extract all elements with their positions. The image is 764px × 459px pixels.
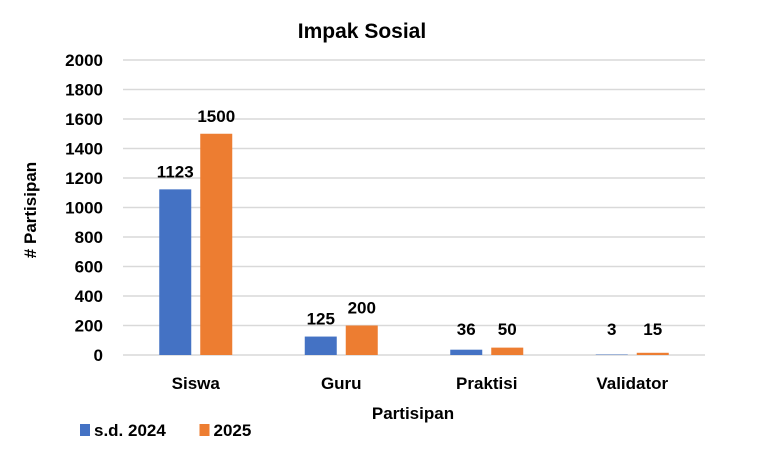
x-tick-label: Validator	[596, 374, 668, 393]
bar-guru-1	[345, 325, 378, 355]
x-tick-label: Siswa	[172, 374, 221, 393]
legend: s.d. 2024 2025	[80, 421, 251, 440]
legend-label: s.d. 2024	[94, 421, 166, 440]
data-label: 125	[307, 310, 335, 329]
y-axis-title: # Partisipan	[21, 162, 40, 258]
bar-siswa-1	[200, 133, 233, 355]
bar-guru-0	[304, 336, 337, 355]
data-label: 200	[348, 299, 376, 318]
y-tick-label: 2000	[65, 51, 103, 70]
bar-siswa-0	[159, 189, 192, 355]
legend-swatch	[199, 424, 210, 436]
bar-praktisi-1	[491, 347, 524, 355]
data-label: 1500	[197, 107, 235, 126]
data-label: 15	[643, 320, 662, 339]
bar-validator-1	[636, 352, 669, 355]
y-tick-label: 800	[75, 228, 103, 247]
chart-title: Impak Sosial	[298, 20, 426, 43]
data-label: 3	[607, 320, 616, 339]
y-tick-label: 600	[75, 258, 103, 277]
y-axis-ticks: 0 200 400 600 800 1000 1200 1400 1600 1800 2000	[65, 51, 103, 365]
bar-praktisi-0	[450, 349, 483, 355]
data-label: 36	[457, 320, 476, 339]
y-tick-label: 1800	[65, 81, 103, 100]
x-tick-label: Guru	[321, 374, 362, 393]
y-tick-label: 1400	[65, 140, 103, 159]
x-tick-label: Praktisi	[456, 374, 517, 393]
bars	[159, 133, 669, 355]
y-tick-label: 200	[75, 317, 103, 336]
y-tick-label: 1600	[65, 110, 103, 129]
legend-label: 2025	[214, 421, 252, 440]
x-axis-title: Partisipan	[372, 404, 454, 423]
data-label: 50	[498, 320, 517, 339]
data-label: 1123	[157, 162, 194, 181]
y-tick-label: 0	[94, 346, 103, 365]
y-tick-label: 400	[75, 287, 103, 306]
data-labels: 1123 1500 125 200 36 50 3 15	[157, 107, 662, 339]
legend-swatch	[80, 424, 90, 436]
y-tick-label: 1200	[65, 169, 103, 188]
y-tick-label: 1000	[65, 199, 103, 218]
x-axis-ticks: Siswa Guru Praktisi Validator	[172, 374, 669, 393]
